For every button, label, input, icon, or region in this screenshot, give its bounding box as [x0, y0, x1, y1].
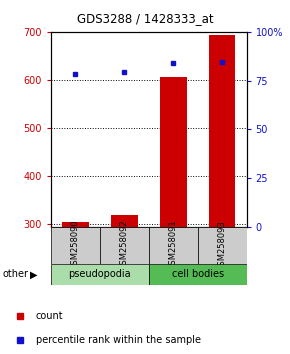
- Bar: [148, 227, 197, 264]
- Text: GSM258090: GSM258090: [71, 220, 80, 270]
- Text: percentile rank within the sample: percentile rank within the sample: [36, 335, 201, 346]
- Text: cell bodies: cell bodies: [171, 269, 224, 279]
- Text: other: other: [3, 269, 29, 279]
- Text: count: count: [36, 311, 64, 321]
- Text: GSM258092: GSM258092: [120, 220, 129, 270]
- Text: GDS3288 / 1428333_at: GDS3288 / 1428333_at: [77, 12, 213, 25]
- Bar: [111, 215, 138, 227]
- Bar: [51, 227, 100, 264]
- Bar: [62, 222, 89, 227]
- Bar: [209, 35, 235, 227]
- Bar: [160, 76, 186, 227]
- Bar: [51, 264, 148, 285]
- Text: GSM258091: GSM258091: [168, 220, 177, 270]
- Bar: [100, 227, 148, 264]
- Text: pseudopodia: pseudopodia: [68, 269, 131, 279]
- Text: ▶: ▶: [30, 269, 37, 279]
- Bar: [197, 227, 246, 264]
- Bar: [148, 264, 246, 285]
- Text: GSM258093: GSM258093: [218, 220, 226, 270]
